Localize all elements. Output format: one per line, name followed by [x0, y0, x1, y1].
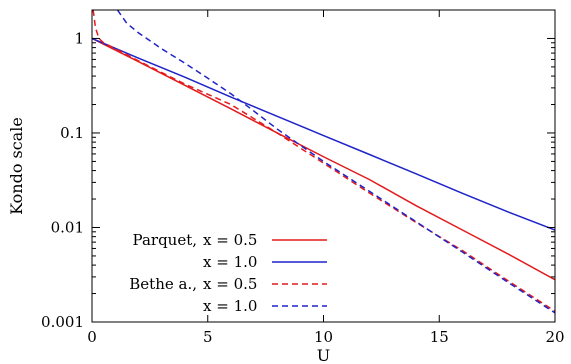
series-line-2 — [92, 37, 555, 231]
x-tick-label: 20 — [545, 328, 564, 346]
legend-group-label: Parquet, — [133, 231, 197, 249]
legend-entry-label: x = 0.5 — [203, 231, 257, 249]
legend-entry-label: x = 0.5 — [203, 275, 257, 293]
x-axis-title: U — [317, 346, 330, 364]
y-axis-title: Kondo scale — [7, 117, 26, 215]
axis-ticks: 0 5 10 15 20 0.001 0.01 0.1 1 — [41, 10, 565, 346]
y-tick-label: 0.01 — [51, 218, 84, 236]
legend-group-label: Bethe a., — [129, 275, 197, 293]
y-tick-label: 0.001 — [41, 313, 84, 331]
x-tick-label: 15 — [430, 328, 449, 346]
legend-entry-label: x = 1.0 — [203, 253, 257, 271]
series-line-4 — [116, 10, 555, 314]
legend: Parquet, x = 0.5 x = 1.0 Bethe a., x = 0.5 x … — [129, 231, 327, 315]
plot-curves — [92, 10, 555, 314]
series-line-3 — [92, 10, 555, 312]
x-tick-label: 10 — [314, 328, 333, 346]
y-tick-label: 0.1 — [60, 124, 84, 142]
x-tick-label: 0 — [87, 328, 97, 346]
legend-entry-label: x = 1.0 — [203, 297, 257, 315]
y-tick-label: 1 — [74, 29, 84, 47]
series-line-1 — [92, 37, 555, 281]
x-tick-label: 5 — [203, 328, 213, 346]
